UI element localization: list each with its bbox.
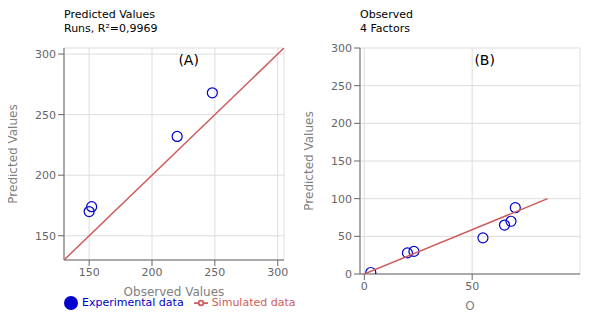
svg-text:200: 200 <box>142 266 163 279</box>
svg-text:250: 250 <box>331 80 352 93</box>
svg-text:300: 300 <box>267 266 288 279</box>
svg-text:300: 300 <box>331 42 352 55</box>
svg-text:200: 200 <box>331 117 352 130</box>
html-text:Predicted Values: Predicted Values <box>64 8 156 21</box>
svg-text:150: 150 <box>35 230 56 243</box>
svg-text:250: 250 <box>35 109 56 122</box>
svg-text:200: 200 <box>35 169 56 182</box>
svg-text:250: 250 <box>204 266 225 279</box>
svg-text:300: 300 <box>35 48 56 61</box>
svg-text:Predicted Values: Predicted Values <box>8 104 20 203</box>
svg-text:100: 100 <box>331 193 352 206</box>
html-text:4 Factors: 4 Factors <box>360 22 410 35</box>
svg-text:150: 150 <box>79 266 100 279</box>
html-text:Simulated data: Simulated data <box>211 296 296 309</box>
html-text:(B): (B) <box>474 52 495 68</box>
svg-text:50: 50 <box>465 280 479 293</box>
svg-text:150: 150 <box>331 155 352 168</box>
svg-text:O: O <box>465 299 474 310</box>
html-text:Observed: Observed <box>360 8 413 21</box>
svg-text:0: 0 <box>361 280 368 293</box>
html-text:Experimental data: Experimental data <box>82 296 184 309</box>
svg-text:Predicted Values: Predicted Values <box>304 111 316 210</box>
html-text:Runs, R²=0,9969: Runs, R²=0,9969 <box>64 22 158 35</box>
html-text:(A): (A) <box>178 52 199 68</box>
svg-text:50: 50 <box>338 230 352 243</box>
svg-text:Observed Values: Observed Values <box>124 285 225 299</box>
svg-text:0: 0 <box>345 268 352 281</box>
